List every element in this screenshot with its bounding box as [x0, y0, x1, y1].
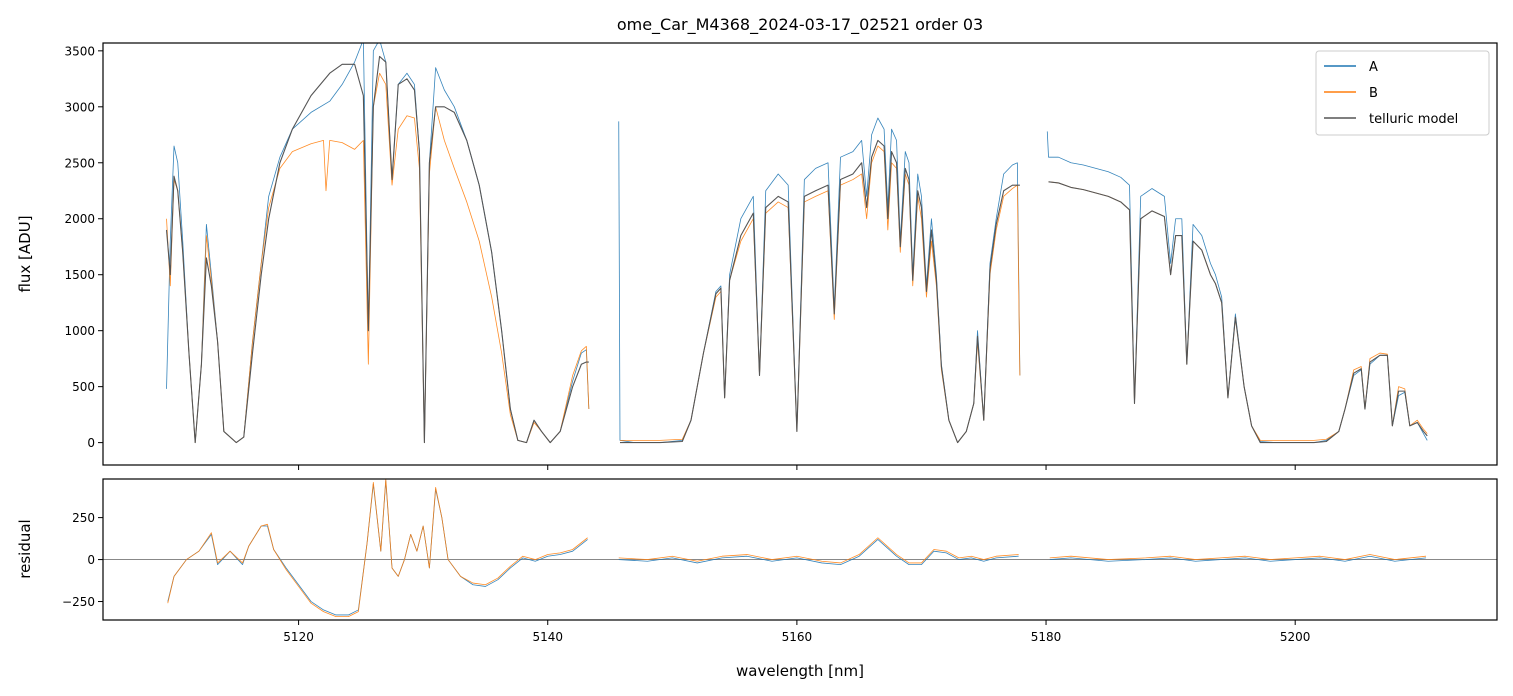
flux-series-a-segment-3 — [1046, 131, 1428, 444]
top-y-axis-label: flux [ADU] — [16, 215, 34, 292]
flux-plot-area — [165, 43, 1428, 444]
flux-panel: 0 500 1000 1500 2000 2500 3000 3500 — [64, 42, 1498, 470]
residual-panel: −250 0 250 5120 5140 5160 5180 5200 — [62, 478, 1498, 644]
residual-plot-area — [103, 479, 1497, 618]
flux-series-telluric-model-segment-1 — [165, 55, 589, 444]
flux-series-a-segment-1 — [166, 43, 590, 444]
flux-y-tick-label: 3500 — [64, 44, 95, 58]
flux-series-telluric-model-segment-3 — [1048, 181, 1428, 444]
flux-y-tick-label: 2500 — [64, 156, 95, 170]
residual-series-a-segment-1 — [167, 480, 588, 616]
residual-series-a-segment-2 — [618, 539, 1019, 566]
residual-series-b-segment-3 — [1049, 554, 1427, 560]
bottom-y-axis-label: residual — [16, 519, 34, 578]
flux-axes-frame — [102, 42, 1498, 466]
residual-axes-frame — [102, 478, 1498, 621]
residual-x-tick-label: 5200 — [1280, 630, 1311, 644]
legend-label-telluric: telluric model — [1369, 112, 1458, 127]
flux-series-b-segment-2 — [619, 145, 1021, 444]
flux-series-telluric-model-segment-2 — [619, 139, 1020, 444]
residual-y-tick-label: 0 — [87, 553, 95, 567]
residual-x-tick-label: 5120 — [283, 630, 314, 644]
flux-y-tick-label: 0 — [87, 436, 95, 450]
legend: A B telluric model — [1315, 50, 1490, 136]
residual-series-a-segment-3 — [1049, 555, 1427, 562]
residual-y-tick-label: −250 — [62, 595, 95, 609]
flux-series-b-segment-3 — [1048, 181, 1428, 441]
flux-series-a-segment-2 — [618, 117, 1021, 444]
legend-box — [1315, 50, 1490, 136]
residual-x-tick-label: 5180 — [1031, 630, 1062, 644]
residual-y-tick-label: 250 — [72, 511, 95, 525]
flux-y-tick-label: 500 — [72, 380, 95, 394]
legend-label-b: B — [1369, 86, 1378, 101]
x-axis-label: wavelength [nm] — [736, 662, 864, 680]
legend-label-a: A — [1369, 60, 1378, 75]
flux-y-tick-label: 1500 — [64, 268, 95, 282]
flux-y-tick-label: 3000 — [64, 100, 95, 114]
residual-series-b-segment-1 — [167, 479, 588, 618]
residual-series-b-segment-2 — [618, 537, 1019, 564]
flux-series-b-segment-1 — [166, 72, 590, 444]
residual-x-tick-label: 5140 — [532, 630, 563, 644]
flux-y-tick-label: 1000 — [64, 324, 95, 338]
chart-title: ome_Car_M4368_2024-03-17_02521 order 03 — [617, 15, 983, 35]
flux-y-tick-label: 2000 — [64, 212, 95, 226]
residual-x-tick-label: 5160 — [782, 630, 813, 644]
